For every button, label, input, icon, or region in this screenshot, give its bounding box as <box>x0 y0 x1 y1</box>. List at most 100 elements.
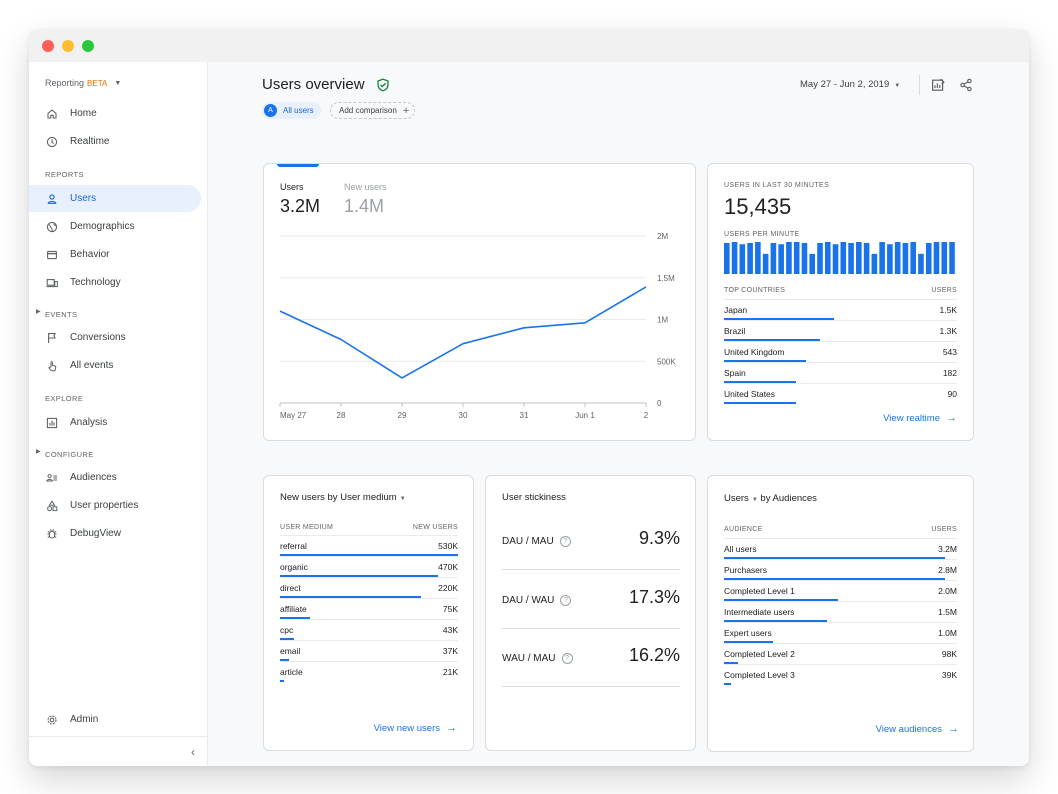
table-row[interactable]: direct 220K <box>280 577 458 598</box>
row-value: 1.5M <box>938 607 957 617</box>
sidebar-item-label: Technology <box>70 277 121 288</box>
beta-badge: BETA <box>87 78 108 88</box>
view-realtime-link[interactable]: View realtime → <box>883 412 957 424</box>
minute-bar <box>949 242 955 274</box>
row-label: Purchasers <box>724 565 767 575</box>
sidebar-item-analysis[interactable]: Analysis <box>29 409 201 436</box>
product-switcher[interactable]: Reporting BETA ▼ <box>45 78 121 88</box>
gear-icon <box>46 714 58 726</box>
table-row[interactable]: organic 470K <box>280 556 458 577</box>
sidebar-item-label: User properties <box>70 500 139 511</box>
metric-label: DAU / MAU <box>502 536 554 547</box>
sidebar-item-label: Behavior <box>70 249 110 260</box>
table-row[interactable]: Completed Level 1 2.0M <box>724 580 957 601</box>
row-share-bar <box>724 599 839 601</box>
minute-bar <box>817 242 823 274</box>
table-row[interactable]: Completed Level 3 39K <box>724 664 957 685</box>
row-value: 1.3K <box>939 326 958 336</box>
sidebar-item-technology[interactable]: Technology <box>29 269 201 296</box>
metric-label: DAU / WAU <box>502 595 555 606</box>
table-row[interactable]: All users 3.2M <box>724 538 957 559</box>
table-row[interactable]: United States 90 <box>724 383 957 404</box>
row-label: Intermediate users <box>724 607 795 617</box>
help-icon[interactable]: ? <box>559 536 571 547</box>
users-line-chart: 0 500K 1M 1.5M 2M May 27 28 29 30 31 Jun 1 2 <box>279 232 676 420</box>
card-title: User stickiness <box>502 492 566 503</box>
table-row[interactable]: United Kingdom 543 <box>724 341 957 362</box>
table-row[interactable]: Brazil 1.3K <box>724 320 957 341</box>
comparison-chip-all-users[interactable]: A All users <box>262 102 321 119</box>
table-row[interactable]: referral 530K <box>280 535 458 556</box>
row-value: 1.0M <box>938 628 957 638</box>
x-tick-label: 2 <box>644 411 649 420</box>
sidebar-item-home[interactable]: Home <box>29 100 201 127</box>
sidebar-item-behavior[interactable]: Behavior <box>29 241 201 268</box>
kpi-label-new-users: New users <box>344 182 387 192</box>
sidebar-item-all-events[interactable]: All events <box>29 352 201 379</box>
table-row[interactable]: Intermediate users 1.5M <box>724 601 957 622</box>
date-range-picker[interactable]: May 27 - Jun 2, 2019 ▼ <box>800 79 900 90</box>
row-label: Expert users <box>724 628 772 638</box>
sidebar-item-demographics[interactable]: Demographics <box>29 213 201 240</box>
table-row[interactable]: cpc 43K <box>280 619 458 640</box>
close-window-button[interactable] <box>42 40 54 52</box>
row-value: 39K <box>941 670 957 680</box>
row-share-bar <box>280 617 311 619</box>
new-users-by-medium-card: New users by User medium ▼ USER MEDIUM NE… <box>263 475 474 751</box>
section-configure: CONFIGURE <box>45 450 94 459</box>
maximize-window-button[interactable] <box>82 40 94 52</box>
row-value: 220K <box>438 583 458 593</box>
minimize-window-button[interactable] <box>62 40 74 52</box>
sidebar-item-realtime[interactable]: Realtime <box>29 128 201 155</box>
view-new-users-link[interactable]: View new users → <box>374 722 457 734</box>
sidebar-item-label: DebugView <box>70 528 121 539</box>
devices-icon <box>46 277 58 289</box>
row-label: Completed Level 3 <box>724 670 795 680</box>
row-share-bar <box>280 680 284 682</box>
collapse-sidebar-icon[interactable]: ‹ <box>191 745 195 759</box>
table-row[interactable]: affiliate 75K <box>280 598 458 619</box>
users-per-minute-label: USERS PER MINUTE <box>724 231 800 238</box>
view-audiences-link[interactable]: View audiences → <box>876 723 959 735</box>
help-icon[interactable]: ? <box>561 653 573 664</box>
row-value: 182 <box>942 368 957 378</box>
medium-table-header: USER MEDIUM NEW USERS <box>280 524 458 531</box>
sidebar-item-admin[interactable]: Admin <box>29 706 201 733</box>
home-icon <box>46 108 58 120</box>
table-row[interactable]: Spain 182 <box>724 362 957 383</box>
person-icon <box>46 193 58 205</box>
sidebar-item-conversions[interactable]: Conversions <box>29 324 201 351</box>
table-row[interactable]: Japan 1.5K <box>724 299 957 320</box>
row-share-bar <box>724 339 820 341</box>
sidebar-item-audiences[interactable]: Audiences <box>29 464 201 491</box>
shapes-icon <box>46 499 58 512</box>
minute-bar <box>809 253 816 274</box>
minute-bar <box>801 242 808 274</box>
table-row[interactable]: email 37K <box>280 640 458 661</box>
minute-bar <box>871 253 878 274</box>
card-title[interactable]: New users by User medium ▼ <box>280 492 406 503</box>
help-icon[interactable]: ? <box>560 595 572 606</box>
minute-bar <box>731 242 738 274</box>
table-row[interactable]: Purchasers 2.8M <box>724 559 957 580</box>
table-row[interactable]: Expert users 1.0M <box>724 622 957 643</box>
title-metric: New users <box>280 492 325 503</box>
card-title[interactable]: Users ▼ by Audiences <box>724 493 817 504</box>
sidebar-item-debugview[interactable]: DebugView <box>29 520 201 547</box>
sidebar-item-user-properties[interactable]: User properties <box>29 492 201 519</box>
metric-value: 17.3% <box>628 587 680 607</box>
sidebar-item-users[interactable]: Users <box>29 185 201 212</box>
add-comparison-button[interactable]: Add comparison + <box>330 102 416 119</box>
chip-label: All users <box>283 106 314 115</box>
expand-technology-icon[interactable]: ▶ <box>36 309 41 315</box>
table-row[interactable]: Completed Level 2 98K <box>724 643 957 664</box>
share-icon[interactable] <box>959 78 973 92</box>
table-row[interactable]: article 21K <box>280 661 458 682</box>
globe-icon <box>46 221 58 233</box>
expand-analysis-icon[interactable]: ▶ <box>36 449 41 455</box>
x-tick-label: Jun 1 <box>575 411 595 420</box>
customize-report-icon[interactable] <box>931 78 945 92</box>
active-tab-indicator <box>277 164 319 167</box>
row-label: Japan <box>724 305 748 315</box>
row-label: United States <box>724 389 776 399</box>
